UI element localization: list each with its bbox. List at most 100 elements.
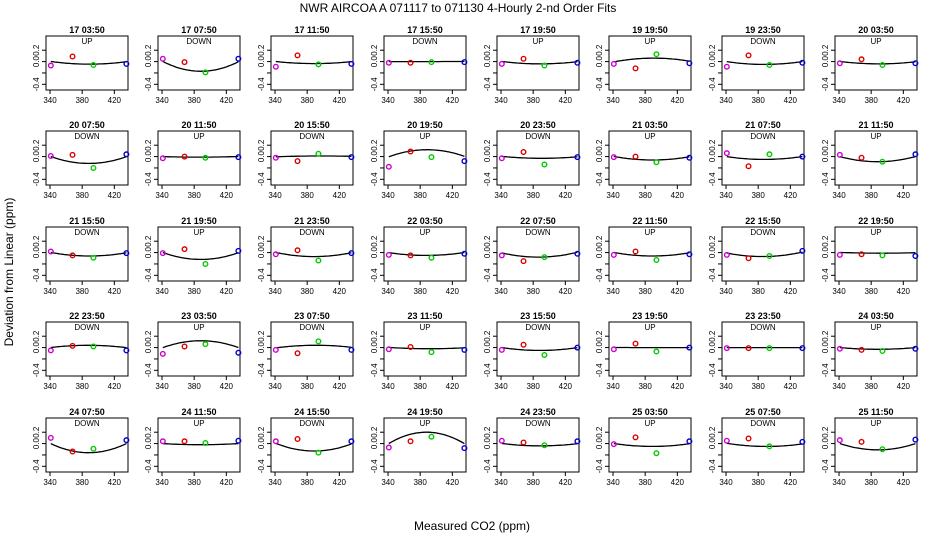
y-tick-label: 0.0 xyxy=(483,437,492,449)
panel-title: 24 19:50 xyxy=(407,407,443,417)
panel-title: 17 15:50 xyxy=(407,25,443,35)
y-tick-label: 0.0 xyxy=(257,150,266,162)
x-tick-label: 420 xyxy=(333,478,347,487)
x-tick-label: 340 xyxy=(832,191,846,200)
y-tick-label: 0.2 xyxy=(144,139,153,151)
y-tick-label: -0.4 xyxy=(595,363,604,377)
x-tick-label: 380 xyxy=(751,382,765,391)
y-tick-label: 0.2 xyxy=(370,235,379,247)
x-tick-label: 380 xyxy=(300,96,314,105)
y-tick-label: 0.0 xyxy=(144,150,153,162)
y-tick-label: -0.4 xyxy=(483,363,492,377)
x-tick-label: 340 xyxy=(606,287,620,296)
x-tick-label: 380 xyxy=(413,478,427,487)
y-tick-label: -0.4 xyxy=(595,77,604,91)
panel-direction: DOWN xyxy=(74,228,100,237)
y-tick-label: -0.4 xyxy=(257,77,266,91)
y-tick-label: -0.4 xyxy=(257,459,266,473)
y-tick-label: -0.4 xyxy=(257,268,266,282)
panel-title: 21 11:50 xyxy=(858,120,893,130)
y-tick-label: 0.0 xyxy=(483,246,492,258)
y-tick-label: 0.2 xyxy=(32,235,41,247)
x-tick-label: 420 xyxy=(671,382,685,391)
x-tick-label: 380 xyxy=(75,96,89,105)
x-tick-label: 420 xyxy=(784,478,798,487)
x-tick-label: 340 xyxy=(43,287,57,296)
panel-direction: UP xyxy=(644,419,655,428)
y-tick-label: 0.2 xyxy=(370,426,379,438)
panel-direction: UP xyxy=(193,323,204,332)
panel-direction: UP xyxy=(419,132,430,141)
x-tick-label: 340 xyxy=(268,191,282,200)
y-tick-label: -0.4 xyxy=(370,268,379,282)
y-tick-label: 0.0 xyxy=(370,150,379,162)
x-tick-label: 380 xyxy=(187,287,201,296)
y-tick-label: 0.0 xyxy=(257,246,266,258)
y-tick-label: 0.2 xyxy=(257,139,266,151)
x-tick-label: 380 xyxy=(638,478,652,487)
y-tick-label: 0.0 xyxy=(32,437,41,449)
y-tick-label: 0.2 xyxy=(144,426,153,438)
y-tick-label: 0.2 xyxy=(595,44,604,56)
x-tick-label: 420 xyxy=(446,287,460,296)
panel-direction: UP xyxy=(870,228,881,237)
y-tick-label: 0.0 xyxy=(32,150,41,162)
x-tick-label: 340 xyxy=(494,191,508,200)
x-tick-label: 380 xyxy=(300,287,314,296)
x-tick-label: 340 xyxy=(155,478,169,487)
panel-title: 24 07:50 xyxy=(69,407,105,417)
panel-title: 23 19:50 xyxy=(632,311,668,321)
panel-direction: DOWN xyxy=(750,323,776,332)
y-tick-label: 0.2 xyxy=(483,330,492,342)
y-tick-label: -0.4 xyxy=(821,172,830,186)
y-tick-label: 0.0 xyxy=(708,246,717,258)
y-tick-label: 0.0 xyxy=(595,150,604,162)
x-tick-label: 340 xyxy=(268,382,282,391)
x-tick-label: 380 xyxy=(300,191,314,200)
x-tick-label: 420 xyxy=(784,382,798,391)
y-tick-label: -0.4 xyxy=(595,268,604,282)
y-tick-label: 0.0 xyxy=(821,246,830,258)
y-tick-label: 0.2 xyxy=(708,44,717,56)
x-tick-label: 340 xyxy=(494,287,508,296)
y-tick-label: 0.0 xyxy=(144,55,153,67)
panel-direction: DOWN xyxy=(750,37,776,46)
y-tick-label: 0.0 xyxy=(32,341,41,353)
x-tick-label: 420 xyxy=(220,287,234,296)
panel-direction: UP xyxy=(644,132,655,141)
y-tick-label: -0.4 xyxy=(483,77,492,91)
panel-title: 20 03:50 xyxy=(858,25,894,35)
panel-title: 24 15:50 xyxy=(294,407,330,417)
y-tick-label: -0.4 xyxy=(144,172,153,186)
x-tick-label: 380 xyxy=(864,96,878,105)
panel-direction: DOWN xyxy=(299,323,325,332)
y-tick-label: 0.2 xyxy=(32,426,41,438)
x-tick-label: 380 xyxy=(864,191,878,200)
x-tick-label: 380 xyxy=(864,287,878,296)
y-tick-label: 0.2 xyxy=(370,330,379,342)
panel-direction: UP xyxy=(419,323,430,332)
y-tick-label: 0.2 xyxy=(821,330,830,342)
y-tick-label: 0.2 xyxy=(370,139,379,151)
y-tick-label: -0.4 xyxy=(595,459,604,473)
panel-title: 23 03:50 xyxy=(181,311,217,321)
x-tick-label: 420 xyxy=(671,287,685,296)
x-tick-label: 340 xyxy=(832,382,846,391)
x-tick-label: 420 xyxy=(559,191,573,200)
y-tick-label: 0.0 xyxy=(708,150,717,162)
y-tick-label: 0.2 xyxy=(370,44,379,56)
x-tick-label: 340 xyxy=(381,191,395,200)
x-tick-label: 340 xyxy=(606,382,620,391)
y-tick-label: -0.4 xyxy=(370,363,379,377)
panel-title: 24 03:50 xyxy=(858,311,894,321)
panel-direction: DOWN xyxy=(299,419,325,428)
panel-title: 22 19:50 xyxy=(858,216,894,226)
panel-direction: DOWN xyxy=(750,419,776,428)
panel-title: 17 03:50 xyxy=(69,25,105,35)
panel-direction: DOWN xyxy=(299,228,325,237)
x-tick-label: 420 xyxy=(333,287,347,296)
y-tick-label: -0.4 xyxy=(144,77,153,91)
x-tick-label: 420 xyxy=(784,96,798,105)
panel-title: 23 23:50 xyxy=(745,311,781,321)
